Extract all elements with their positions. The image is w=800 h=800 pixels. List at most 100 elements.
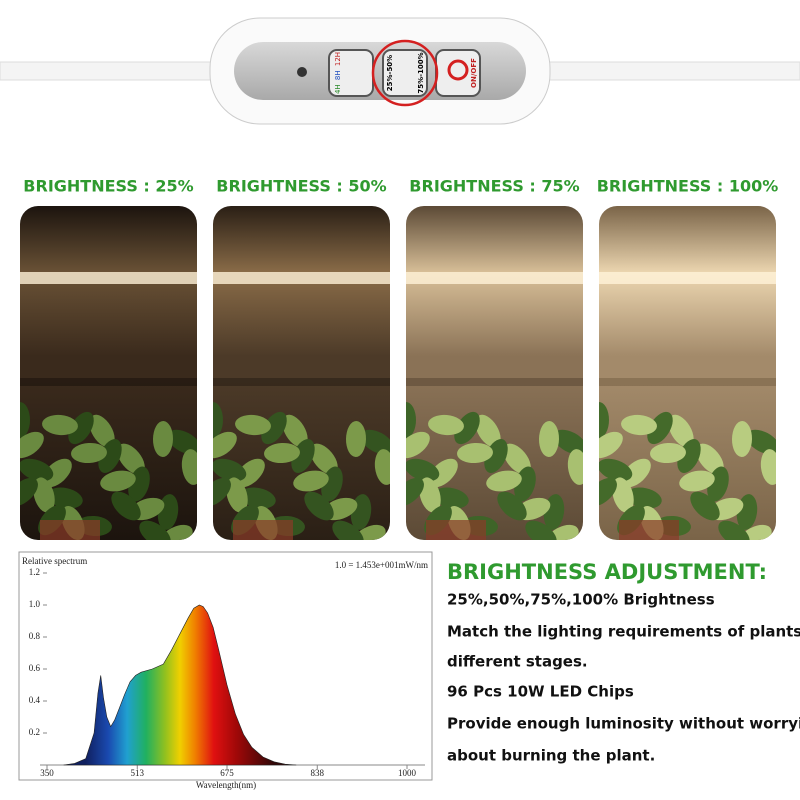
leaf bbox=[406, 458, 440, 482]
leaf bbox=[261, 411, 287, 445]
leaf bbox=[100, 470, 136, 492]
leaf bbox=[406, 402, 416, 438]
leaf bbox=[226, 477, 248, 513]
description-title: BRIGHTNESS ADJUSTMENT: bbox=[447, 560, 767, 584]
shelf bbox=[213, 378, 390, 386]
leaf bbox=[167, 429, 197, 455]
leaf bbox=[525, 520, 557, 540]
leaf bbox=[264, 442, 300, 464]
leaf bbox=[760, 449, 776, 485]
leaf bbox=[406, 431, 430, 459]
photo bbox=[599, 206, 776, 540]
button-label[interactable]: ON/OFF bbox=[470, 58, 478, 88]
leaf bbox=[599, 477, 617, 507]
panel-label: BRIGHTNESS : 100% bbox=[597, 177, 779, 196]
panel-label: BRIGHTNESS : 50% bbox=[216, 177, 386, 196]
leaf bbox=[20, 431, 44, 459]
led-strip bbox=[213, 272, 390, 284]
leaf bbox=[718, 520, 750, 540]
leaf bbox=[690, 491, 720, 521]
leaf bbox=[352, 524, 386, 540]
leaf bbox=[235, 458, 265, 488]
timer-labels: 4H 8H 12H bbox=[334, 52, 342, 94]
y-tick-label: 0.4 bbox=[29, 695, 41, 705]
spectrum-chart: 0.2 0.4 0.6 0.8 1.0 1.2 350 513 675 838 1000 bbox=[29, 567, 417, 778]
leaf bbox=[42, 458, 72, 488]
leaf bbox=[47, 487, 83, 509]
leaf bbox=[71, 442, 107, 464]
leaf bbox=[538, 421, 560, 457]
leaf bbox=[33, 477, 55, 513]
leaf bbox=[181, 449, 197, 485]
leaf bbox=[433, 487, 469, 509]
shelf bbox=[599, 378, 776, 386]
photo-panels: BRIGHTNESS : 25% BRIGHTNESS : 50% BRIGHTNE… bbox=[20, 177, 779, 540]
leaf bbox=[486, 470, 522, 492]
spectrum-area bbox=[63, 604, 297, 766]
leaf bbox=[117, 443, 145, 475]
leaf bbox=[20, 477, 38, 507]
leaf bbox=[457, 442, 493, 464]
photo bbox=[213, 206, 390, 540]
timer-label: 8H bbox=[334, 70, 342, 80]
leaf bbox=[89, 414, 115, 448]
leaf bbox=[599, 431, 623, 459]
leaf bbox=[647, 411, 673, 445]
photo bbox=[20, 206, 197, 540]
leaf bbox=[406, 477, 424, 507]
leaf bbox=[374, 449, 390, 485]
x-tick-label: 838 bbox=[311, 768, 325, 778]
timer-label: 12H bbox=[334, 52, 342, 66]
pot bbox=[40, 520, 100, 540]
pot bbox=[426, 520, 486, 540]
leaf bbox=[159, 524, 193, 540]
shelf bbox=[20, 378, 197, 386]
y-tick-label: 1.0 bbox=[29, 599, 41, 609]
leaf bbox=[293, 470, 329, 492]
y-axis-label: Relative spectrum bbox=[22, 556, 87, 566]
x-axis-label: Wavelength(nm) bbox=[196, 780, 256, 790]
led-strip bbox=[599, 272, 776, 284]
leaf bbox=[139, 520, 171, 540]
leaf bbox=[475, 414, 501, 448]
leaf bbox=[419, 477, 441, 513]
leaf bbox=[282, 414, 308, 448]
leaf bbox=[152, 421, 174, 457]
pot bbox=[233, 520, 293, 540]
leaf bbox=[213, 458, 247, 482]
photo bbox=[406, 206, 583, 540]
x-tick-label: 675 bbox=[220, 768, 234, 778]
description: 25%,50%,75%,100% Brightness Match the lig… bbox=[447, 591, 800, 765]
leaf bbox=[240, 487, 276, 509]
leaf bbox=[213, 477, 231, 507]
description-line: about burning the plant. bbox=[447, 747, 655, 765]
leaf bbox=[332, 520, 364, 540]
x-tick-label: 350 bbox=[40, 768, 54, 778]
leaf bbox=[213, 431, 237, 459]
button-label[interactable]: 75%-100% bbox=[417, 52, 425, 93]
leaf bbox=[746, 429, 776, 455]
leaf bbox=[68, 411, 94, 445]
leaf bbox=[20, 458, 54, 482]
leaf bbox=[454, 411, 480, 445]
x-tick-label: 1000 bbox=[398, 768, 417, 778]
description-line: Match the lighting requirements of plant… bbox=[447, 623, 800, 641]
description-line: 25%,50%,75%,100% Brightness bbox=[447, 591, 715, 609]
y-tick-label: 0.2 bbox=[29, 727, 40, 737]
leaf bbox=[235, 414, 271, 436]
y-tick-label: 1.2 bbox=[29, 567, 40, 577]
leaf bbox=[668, 414, 694, 448]
leaf bbox=[567, 449, 583, 485]
button-label[interactable]: 25%-50% bbox=[386, 55, 394, 91]
x-tick-label: 513 bbox=[131, 768, 145, 778]
leaf bbox=[345, 421, 367, 457]
leaf bbox=[696, 443, 724, 475]
y-tick-label: 0.6 bbox=[29, 663, 41, 673]
led-strip bbox=[20, 272, 197, 284]
panel-label: BRIGHTNESS : 75% bbox=[409, 177, 579, 196]
annotation: 1.0 = 1.453e+001mW/nm bbox=[335, 560, 428, 570]
leaf bbox=[428, 414, 464, 436]
leaf bbox=[304, 491, 334, 521]
controller: 4H 8H 12H 25%-50% 75%-100% ON/OFF bbox=[0, 17, 800, 125]
